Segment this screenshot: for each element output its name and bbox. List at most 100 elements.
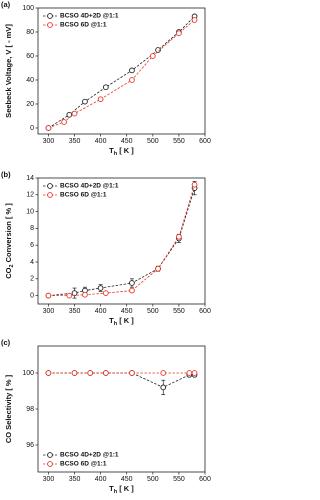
y-axis-label: CO2 Conversion [ % ] [4, 203, 15, 279]
y-tick-label: 14 [26, 175, 34, 182]
legend-marker [47, 192, 53, 198]
marker [71, 290, 78, 296]
y-tick-label: 96 [26, 442, 34, 449]
x-tick-label: 600 [199, 308, 211, 315]
y-tick-label: 60 [26, 53, 34, 60]
y-tick-label: 8 [30, 225, 34, 232]
x-tick-label: 500 [147, 138, 159, 145]
marker [160, 370, 167, 376]
series-line [48, 19, 195, 129]
marker [102, 84, 109, 91]
x-tick-label: 350 [69, 138, 81, 145]
y-tick-label: 10 [26, 208, 34, 215]
x-axis-label-part: [ K ] [117, 316, 134, 325]
y-axis-label: CO Selectivity [ % ] [4, 374, 13, 443]
marker [129, 287, 135, 294]
x-tick-label: 600 [199, 138, 211, 145]
x-tick-label: 500 [147, 308, 159, 315]
x-tick-label: 550 [173, 476, 185, 483]
x-tick-label: 600 [199, 476, 211, 483]
x-tick-label: 450 [121, 476, 133, 483]
legend-marker [47, 13, 53, 19]
series-line [48, 372, 195, 388]
panel-label: (c) [1, 338, 11, 347]
y-tick-label: 4 [30, 259, 34, 266]
marker [129, 67, 135, 74]
y-tick-label: 2 [30, 276, 34, 283]
marker [191, 181, 198, 188]
x-tick-label: 300 [43, 308, 55, 315]
y-tick-label: 0 [30, 125, 34, 132]
x-tick-label: 450 [121, 138, 133, 145]
x-tick-label: 350 [69, 308, 81, 315]
legend-marker [47, 461, 53, 467]
y-tick-label: 100 [22, 5, 34, 12]
marker [82, 291, 88, 298]
y-tick-label: 0 [30, 292, 34, 299]
legend-label: BCSO 4D+2D @1:1 [60, 13, 119, 20]
x-axis-label-part: h [114, 321, 118, 327]
marker [66, 111, 73, 118]
marker [191, 17, 198, 23]
series-line [48, 184, 195, 296]
series-line [48, 16, 195, 129]
legend-label: BCSO 6D @1:1 [60, 192, 107, 199]
x-tick-label: 450 [121, 308, 133, 315]
x-axis-label: Th [ K ] [109, 484, 134, 495]
x-axis-label-part: T [109, 316, 114, 325]
panel-label: (a) [1, 0, 11, 9]
x-tick-label: 300 [43, 476, 55, 483]
marker [66, 292, 73, 299]
y-tick-label: 20 [26, 101, 34, 108]
panel-label: (b) [1, 170, 11, 179]
y-tick-label: 80 [26, 29, 34, 36]
y-axis-label-part: 2 [9, 264, 15, 267]
marker [97, 96, 104, 103]
marker [87, 370, 94, 376]
legend-label: BCSO 6D @1:1 [60, 22, 107, 29]
x-tick-label: 550 [173, 308, 185, 315]
plot-frame [37, 7, 206, 135]
x-tick-label: 300 [43, 138, 55, 145]
marker [71, 370, 78, 376]
legend-label: BCSO 6D @1:1 [60, 461, 107, 468]
marker [191, 370, 198, 376]
marker [129, 77, 135, 83]
marker [61, 119, 67, 125]
marker [176, 30, 182, 37]
marker [160, 384, 167, 391]
x-axis-label-part: [ K ] [117, 484, 134, 493]
legend-marker [47, 452, 53, 458]
y-tick-label: 6 [30, 242, 34, 249]
marker [45, 370, 52, 376]
y-tick-label: 12 [26, 192, 34, 199]
x-axis-label-part: h [114, 151, 118, 157]
y-tick-label: 40 [26, 77, 34, 84]
marker [97, 285, 104, 291]
x-axis-label-part: [ K ] [117, 146, 134, 155]
x-axis-label: Th [ K ] [109, 316, 134, 327]
marker [186, 370, 193, 376]
x-axis-label-part: h [114, 489, 118, 495]
marker [155, 47, 161, 53]
marker [176, 233, 182, 240]
marker [102, 290, 109, 296]
x-axis-label-part: T [109, 484, 114, 493]
legend-label: BCSO 4D+2D @1:1 [60, 452, 119, 459]
marker [155, 265, 161, 272]
legend-marker [47, 183, 53, 189]
plot-frame [37, 177, 206, 305]
marker [45, 292, 52, 299]
marker [149, 53, 156, 59]
y-tick-label: 98 [26, 406, 34, 413]
marker [102, 370, 109, 376]
x-tick-label: 400 [95, 308, 107, 315]
marker [82, 98, 88, 105]
x-axis-label: Th [ K ] [109, 146, 134, 157]
x-tick-label: 350 [69, 476, 81, 483]
x-axis-label-part: T [109, 146, 114, 155]
marker [129, 280, 135, 286]
x-tick-label: 550 [173, 138, 185, 145]
x-tick-label: 500 [147, 476, 159, 483]
